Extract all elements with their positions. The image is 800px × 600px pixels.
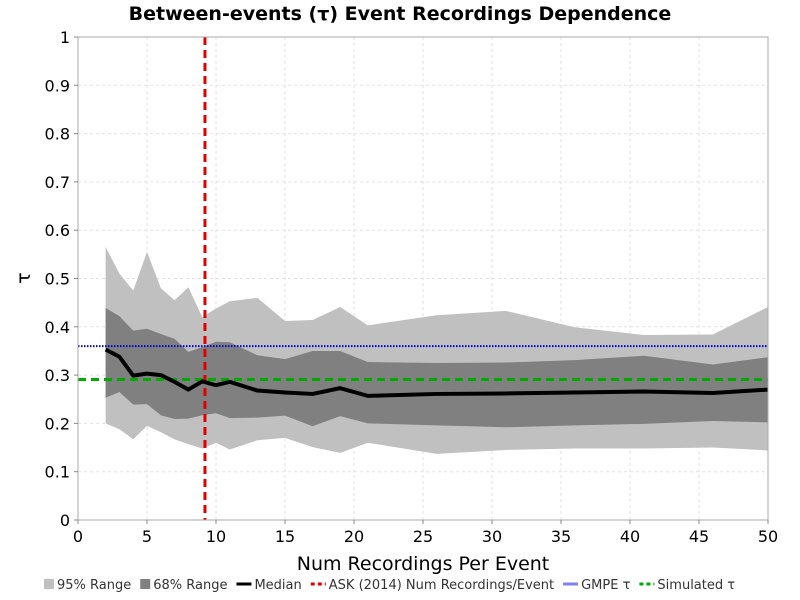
- legend: 95% Range 68% Range Median ASK (2014) Num R…: [44, 578, 735, 593]
- legend-label: 68% Range: [153, 578, 227, 593]
- y-axis-ticks: 0 0.1 0.2 0.3 0.4 0.5 0.6 0.7 0.8 0.9 1: [45, 28, 78, 530]
- y-axis-label: τ: [13, 272, 35, 283]
- x-tick-label: 30: [482, 527, 502, 546]
- legend-item: GMPE τ: [563, 578, 631, 593]
- series-line-median: [104, 347, 769, 398]
- band-68-range: [105, 307, 769, 428]
- y-tick-label: 0.5: [45, 270, 70, 289]
- y-tick-label: 0.3: [45, 366, 70, 385]
- y-tick-label: 0.6: [45, 221, 70, 240]
- x-tick-label: 25: [413, 527, 433, 546]
- legend-label: Median: [254, 578, 301, 593]
- legend-label: GMPE τ: [581, 578, 630, 593]
- legend-label: Simulated τ: [657, 578, 735, 593]
- x-tick-label: 40: [620, 527, 640, 546]
- y-tick-label: 0.2: [45, 414, 70, 433]
- legend-swatch: [140, 579, 151, 589]
- legend-item: ASK (2014) Num Recordings/Event: [310, 578, 554, 593]
- y-tick-label: 0.4: [45, 318, 70, 337]
- x-axis-ticks: 0 5 10 15 20 25 30 35 40 45 50: [73, 520, 778, 546]
- y-tick-label: 1: [60, 28, 70, 47]
- x-axis-label: Num Recordings Per Event: [297, 553, 550, 575]
- y-tick-label: 0.7: [45, 173, 70, 192]
- x-tick-label: 10: [206, 527, 226, 546]
- x-tick-label: 35: [551, 527, 571, 546]
- x-tick-label: 0: [73, 527, 83, 546]
- x-tick-label: 20: [344, 527, 364, 546]
- y-tick-label: 0.1: [45, 463, 70, 482]
- x-tick-label: 5: [142, 527, 152, 546]
- band-68-polygon: [105, 307, 769, 428]
- x-tick-label: 45: [689, 527, 709, 546]
- reference-lines: [78, 37, 768, 520]
- y-tick-label: 0.9: [45, 76, 70, 95]
- x-tick-label: 15: [275, 527, 295, 546]
- legend-swatch: [44, 579, 54, 589]
- legend-item: 95% Range: [44, 578, 131, 593]
- legend-label: 95% Range: [57, 578, 131, 593]
- series: [104, 347, 769, 398]
- legend-label: ASK (2014) Num Recordings/Event: [329, 578, 554, 593]
- x-tick-label: 50: [758, 527, 778, 546]
- legend-item: Simulated τ: [639, 578, 735, 593]
- legend-item: Median: [236, 578, 302, 593]
- y-tick-label: 0.8: [45, 125, 70, 144]
- legend-item: 68% Range: [140, 578, 227, 593]
- chart-title: Between-events (τ) Event Recordings Depe…: [129, 3, 672, 25]
- y-tick-label: 0: [60, 511, 70, 530]
